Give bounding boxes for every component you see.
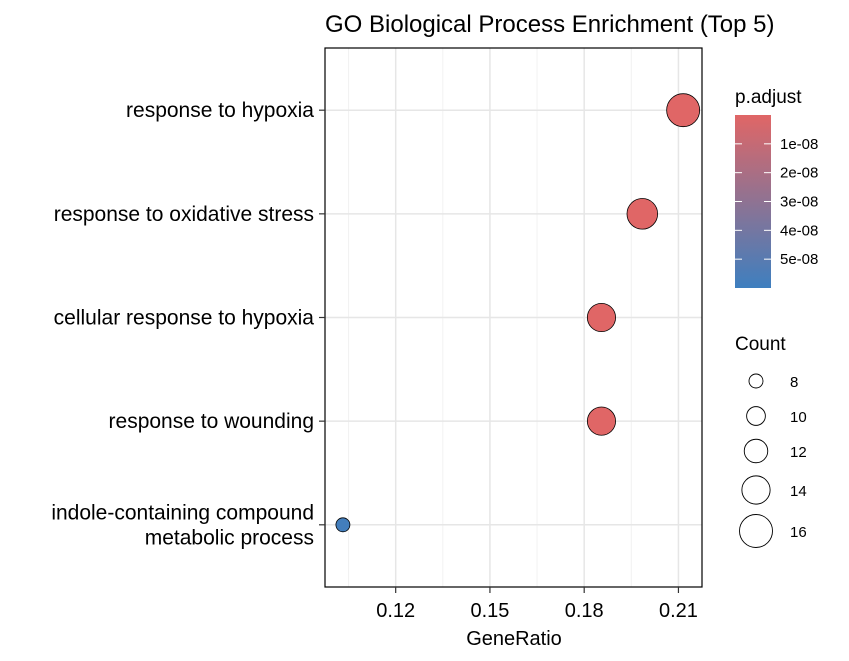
data-point-4 xyxy=(335,517,351,533)
x-axis: 0.12 0.15 0.18 0.21 xyxy=(376,587,698,622)
size-legend-key-0 xyxy=(748,373,764,389)
size-legend-key-1 xyxy=(746,406,766,426)
size-legend-title: Count xyxy=(735,334,786,355)
size-legend: Count 8 10 12 14 16 xyxy=(735,334,807,548)
y-axis: response to hypoxia response to oxidative… xyxy=(51,99,325,549)
y-tick-label-2: cellular response to hypoxia xyxy=(54,307,315,330)
x-tick-label-2: 0.18 xyxy=(565,600,604,622)
color-legend-label-4: 5e-08 xyxy=(780,251,818,268)
size-legend-label-1: 10 xyxy=(790,409,807,426)
y-tick-label-4: indole-containing compound metabolic proc… xyxy=(51,501,314,549)
size-legend-label-0: 8 xyxy=(790,374,798,391)
color-legend-label-3: 4e-08 xyxy=(780,222,818,239)
grid-lines xyxy=(325,48,702,587)
data-point-2 xyxy=(586,302,616,333)
size-legend-key-4 xyxy=(739,514,773,548)
size-legend-label-2: 12 xyxy=(790,444,807,461)
color-legend-title: p.adjust xyxy=(735,87,802,108)
x-tick-label-1: 0.15 xyxy=(470,600,509,622)
x-tick-label-3: 0.21 xyxy=(659,600,698,622)
chart-title: GO Biological Process Enrichment (Top 5) xyxy=(325,11,775,38)
y-tick-label-3: response to wounding xyxy=(109,410,314,433)
data-point-1 xyxy=(626,198,659,230)
y-tick-label-1: response to oxidative stress xyxy=(54,203,314,226)
size-legend-label-4: 16 xyxy=(790,524,807,541)
data-point-0 xyxy=(666,93,701,128)
color-legend-label-1: 2e-08 xyxy=(780,165,818,182)
data-points xyxy=(335,93,701,533)
data-point-3 xyxy=(586,406,616,436)
size-legend-key-3 xyxy=(741,475,771,505)
color-legend: p.adjust 1e-08 2e-08 3e-08 4e-08 5e-08 xyxy=(735,87,818,288)
size-legend-key-2 xyxy=(743,438,769,464)
x-tick-label-0: 0.12 xyxy=(376,600,415,622)
color-legend-label-2: 3e-08 xyxy=(780,194,818,211)
color-legend-label-0: 1e-08 xyxy=(780,136,818,153)
size-legend-label-3: 14 xyxy=(790,483,807,500)
y-tick-label-0: response to hypoxia xyxy=(126,99,314,122)
x-axis-label: GeneRatio xyxy=(466,628,562,650)
